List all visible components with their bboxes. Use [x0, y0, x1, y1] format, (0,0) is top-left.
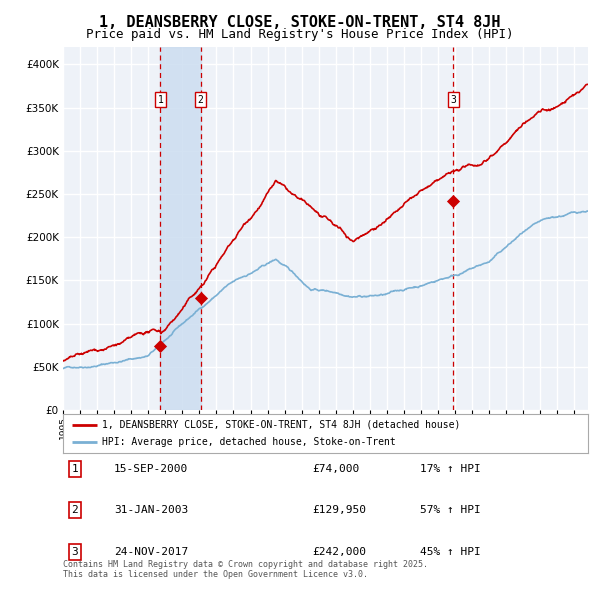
Text: HPI: Average price, detached house, Stoke-on-Trent: HPI: Average price, detached house, Stok… — [103, 437, 396, 447]
Text: 15-SEP-2000: 15-SEP-2000 — [114, 464, 188, 474]
Text: 31-JAN-2003: 31-JAN-2003 — [114, 506, 188, 515]
Text: 1, DEANSBERRY CLOSE, STOKE-ON-TRENT, ST4 8JH: 1, DEANSBERRY CLOSE, STOKE-ON-TRENT, ST4… — [99, 15, 501, 30]
Text: 3: 3 — [71, 547, 79, 556]
Text: 2: 2 — [198, 95, 203, 105]
Point — [196, 293, 206, 303]
Point — [155, 342, 165, 351]
Text: 57% ↑ HPI: 57% ↑ HPI — [420, 506, 481, 515]
Text: 3: 3 — [451, 95, 456, 105]
Text: 24-NOV-2017: 24-NOV-2017 — [114, 547, 188, 556]
Text: 45% ↑ HPI: 45% ↑ HPI — [420, 547, 481, 556]
Text: 2: 2 — [71, 506, 79, 515]
Text: £242,000: £242,000 — [312, 547, 366, 556]
Text: £129,950: £129,950 — [312, 506, 366, 515]
Text: 1, DEANSBERRY CLOSE, STOKE-ON-TRENT, ST4 8JH (detached house): 1, DEANSBERRY CLOSE, STOKE-ON-TRENT, ST4… — [103, 419, 461, 430]
Text: Contains HM Land Registry data © Crown copyright and database right 2025.
This d: Contains HM Land Registry data © Crown c… — [63, 560, 428, 579]
Text: Price paid vs. HM Land Registry's House Price Index (HPI): Price paid vs. HM Land Registry's House … — [86, 28, 514, 41]
Text: 17% ↑ HPI: 17% ↑ HPI — [420, 464, 481, 474]
Bar — [160, 47, 201, 410]
Point — [449, 196, 458, 206]
Text: 1: 1 — [71, 464, 79, 474]
Text: 1: 1 — [157, 95, 163, 105]
Text: £74,000: £74,000 — [312, 464, 359, 474]
